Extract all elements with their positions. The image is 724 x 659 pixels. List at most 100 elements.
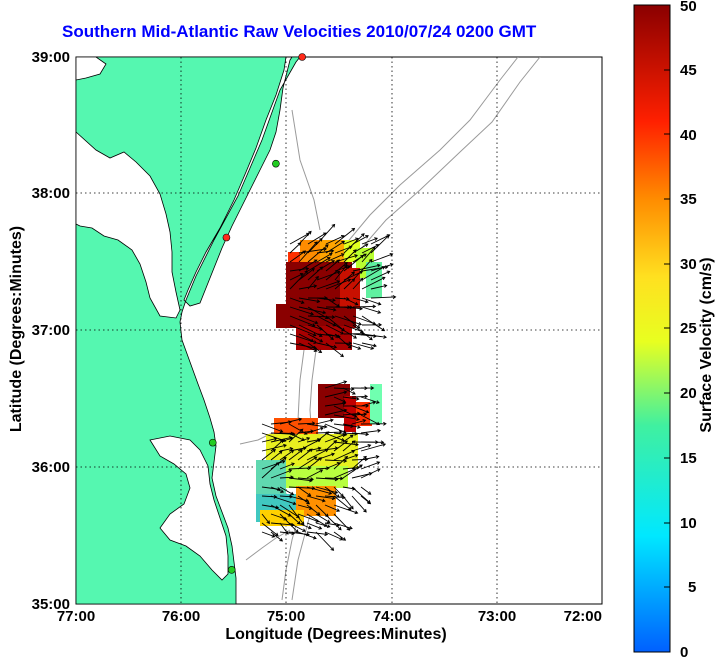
velocity-arrow [289,270,309,290]
colorbar-tick-label: 10 [680,515,697,532]
velocity-arrow [279,417,303,425]
velocity-arrow [279,522,289,535]
velocity-arrow [360,495,372,505]
velocity-arrow [279,504,300,518]
velocity-arrow [270,469,293,479]
velocity-arrow [360,486,372,495]
velocity-arrow [298,241,318,263]
velocity-arrow [289,250,307,263]
velocity-arrow [315,513,331,523]
velocity-arrow [298,230,312,245]
velocity-arrow [361,246,376,263]
radar-site-marker [272,159,280,168]
velocity-arrow [306,426,324,434]
velocity-arrow [352,324,373,341]
velocity-arrow [343,254,364,272]
velocity-arrow [261,513,270,525]
chesapeake-bay [76,131,181,319]
velocity-arrow [334,264,348,281]
velocity-arrow [360,428,382,434]
velocity-arrow [343,297,359,306]
velocity-arrow [342,434,354,443]
velocity-arrow [352,258,373,281]
velocity-arrow [361,322,383,327]
velocity-arrow [315,486,339,495]
velocity-arrow [289,342,318,350]
velocity-arrow [270,486,285,493]
velocity-arrow [315,531,335,551]
velocity-arrow [351,405,370,414]
velocity-arrow [333,455,349,470]
velocity-arrow [270,495,297,506]
velocity-arrow [342,431,359,436]
velocity-arrow [270,439,284,452]
velocity-arrow [361,237,378,245]
colorbar-tick-label: 30 [680,256,697,273]
velocity-arrow [279,449,295,461]
velocity-arrow [351,432,370,437]
velocity-arrow [351,495,367,513]
velocity-arrow [261,423,284,433]
velocity-arrow [370,270,391,281]
velocity-arrow [315,495,336,501]
colorbar-tick-label: 40 [680,127,697,144]
velocity-arrow [333,522,353,530]
velocity-arrow [334,271,355,290]
velocity-arrow [289,242,302,254]
velocity-arrow [288,428,304,443]
y-tick-label: 35:00 [32,596,70,613]
velocity-arrow [306,448,329,461]
velocity-arrow [334,333,352,349]
velocity-arrow [324,401,347,407]
velocity-arrow [307,237,323,254]
map-title: Southern Mid-Atlantic Raw Velocities 201… [62,22,537,41]
y-tick-label: 38:00 [32,185,70,202]
velocity-arrow [316,342,338,349]
velocity-arrow [343,306,364,311]
velocity-arrow [316,249,335,254]
velocity-arrow [333,440,348,452]
velocity-arrow [306,486,333,495]
velocity-arrow [324,476,344,481]
velocity-arrow [307,244,329,263]
colorbar-tick-label: 5 [688,579,696,596]
velocity-arrow [342,423,361,429]
velocity-arrow [351,419,367,425]
velocity-arrow [297,486,312,497]
velocity-arrow [261,522,279,537]
velocity-arrow [342,387,356,395]
velocity-arrow [333,504,359,515]
velocity-arrow [324,408,348,416]
velocity-arrow [316,252,333,263]
velocity-arrow [261,460,286,470]
velocity-arrow [361,306,382,314]
velocity-arrow [352,304,377,309]
velocity-arrow [289,324,317,337]
velocity-arrow [306,495,326,503]
colorbar-tick-label: 15 [680,450,697,467]
colorbar-tick-labels: 50 45 40 35 30 25 20 15 10 5 0 [680,0,697,659]
velocity-arrow [342,495,354,510]
velocity-arrow [334,341,353,346]
velocity-arrow [360,461,381,470]
velocity-arrow [325,240,346,254]
velocity-arrow [298,342,318,352]
velocity-arrow [352,263,381,272]
colorbar-tick-label: 50 [680,0,697,15]
velocity-arrow [297,477,315,482]
velocity-arrow [361,342,377,348]
velocity-arrow [370,295,397,299]
velocity-arrow [288,504,305,526]
velocity-arrow [324,531,344,541]
velocity-arrow [279,447,294,452]
x-tick-labels: 77:00 76:00 75:00 74:00 73:00 72:00 [57,608,602,625]
velocity-arrow [307,333,324,343]
velocity-arrow [289,272,304,281]
radar-sites [208,53,306,574]
velocity-arrow [306,423,328,429]
velocity-arrow [270,531,284,542]
velocity-arrow [315,452,335,461]
velocity-arrow [360,400,377,407]
velocity-arrow [333,414,360,422]
